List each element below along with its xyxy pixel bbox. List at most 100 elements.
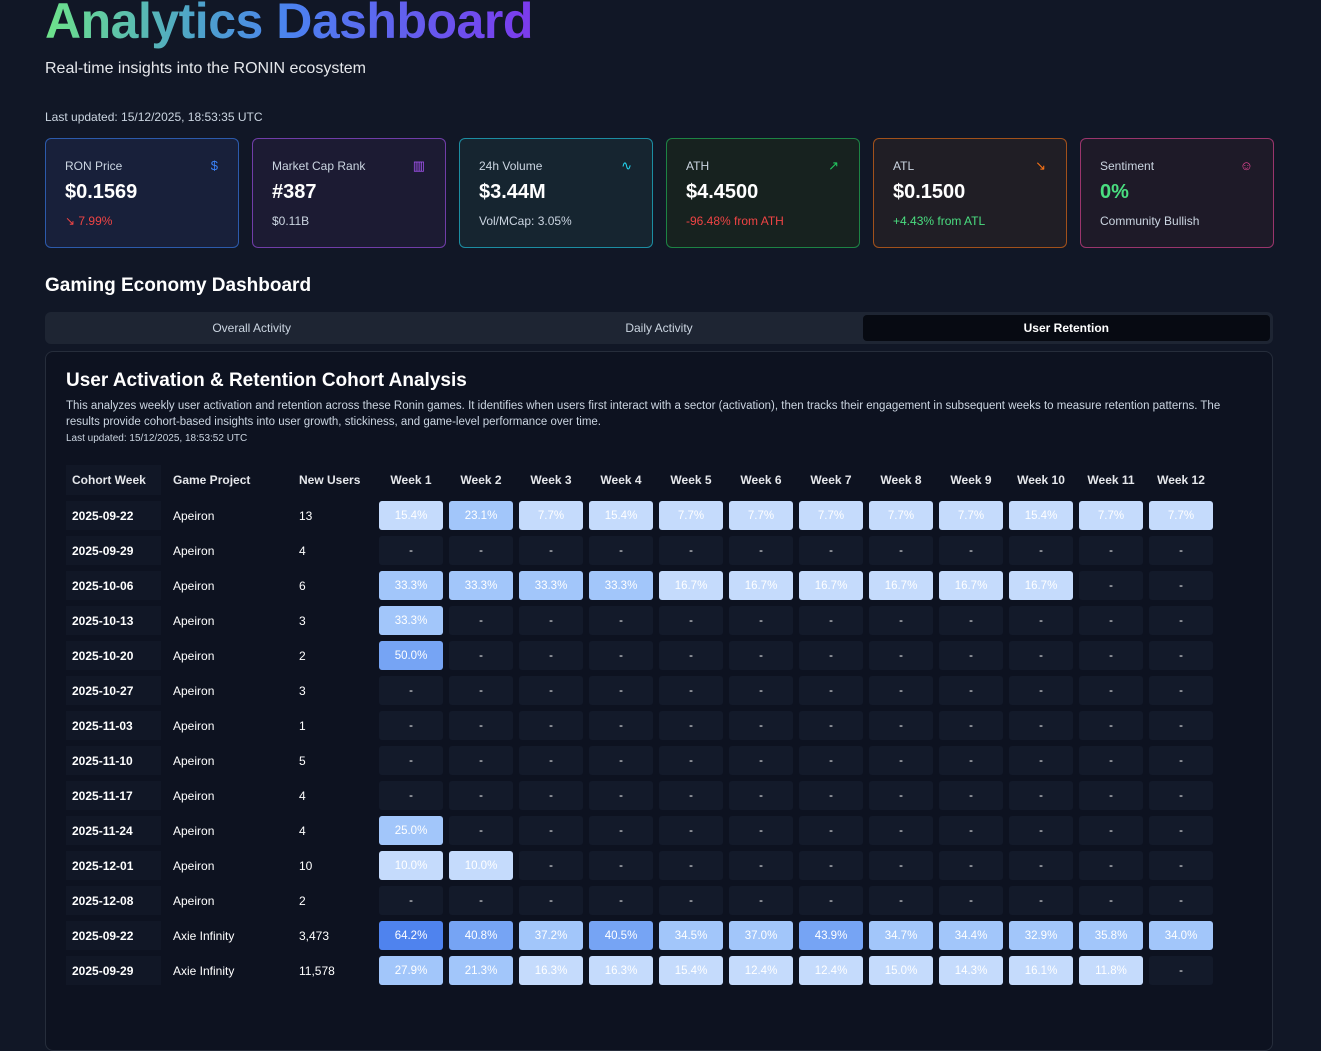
trending-down-icon: ↘ — [1035, 158, 1046, 173]
retention-cell: - — [799, 816, 863, 845]
retention-cell: - — [729, 711, 793, 740]
retention-cell: - — [729, 851, 793, 880]
retention-cell: - — [799, 746, 863, 775]
retention-cell: 12.4% — [799, 956, 863, 985]
retention-cell: - — [659, 536, 723, 565]
retention-cell: - — [1009, 676, 1073, 705]
table-row: 2025-11-03 Apeiron 1- - - - - - - - - - - - — [66, 711, 1213, 740]
retention-cell: - — [659, 676, 723, 705]
column-header: Week 12 — [1157, 473, 1205, 487]
retention-cell: - — [869, 886, 933, 915]
table-row: 2025-12-01 Apeiron 10 10.0% 10.0% - - - - - - - - - - — [66, 851, 1213, 880]
retention-cell: - — [869, 606, 933, 635]
cohort-week: 2025-11-03 — [66, 711, 161, 740]
table-row: 2025-10-06 Apeiron 6 33.3% 33.3% 33.3% 33.3% 16… — [66, 571, 1213, 600]
new-users: 10 — [299, 858, 313, 873]
retention-cell: - — [449, 676, 513, 705]
retention-cell: 64.2% — [379, 921, 443, 950]
tab-overall-activity[interactable]: Overall Activity — [212, 321, 291, 335]
game-project: Apeiron — [173, 683, 215, 698]
stat-card-ath: ATH $4.4500 -96.48% from ATH ↗ — [666, 138, 860, 248]
retention-cell: - — [1079, 606, 1143, 635]
retention-cell: - — [379, 536, 443, 565]
retention-cell: - — [1009, 606, 1073, 635]
retention-cell: - — [1079, 536, 1143, 565]
column-header: Week 2 — [460, 473, 502, 487]
table-row: 2025-10-27 Apeiron 3- - - - - - - - - - - - — [66, 676, 1213, 705]
retention-cell: 34.4% — [939, 921, 1003, 950]
stat-card-market-cap-rank: Market Cap Rank #387 $0.11B ▥ — [252, 138, 446, 248]
card-label: Market Cap Rank — [272, 159, 366, 173]
retention-cell: - — [939, 641, 1003, 670]
column-header: Week 5 — [670, 473, 712, 487]
retention-cell: - — [939, 606, 1003, 635]
retention-cell: 32.9% — [1009, 921, 1073, 950]
smile-icon: ☺ — [1239, 158, 1253, 173]
retention-cell: - — [729, 641, 793, 670]
cohort-week: 2025-09-29 — [66, 956, 161, 985]
retention-cell: 15.4% — [1009, 501, 1073, 530]
retention-cell: - — [799, 851, 863, 880]
table-row: 2025-10-13 Apeiron 3 33.3% - - - - - - - - - - - — [66, 606, 1213, 635]
panel-last-updated: Last updated: 15/12/2025, 18:53:52 UTC — [66, 433, 248, 444]
retention-cell: - — [589, 536, 653, 565]
retention-cell: - — [449, 781, 513, 810]
column-header: New Users — [299, 473, 361, 487]
trending-up-icon: ↗ — [828, 158, 839, 173]
retention-cell: - — [449, 886, 513, 915]
retention-cell: - — [589, 886, 653, 915]
column-header: Week 7 — [810, 473, 852, 487]
new-users: 13 — [299, 508, 313, 523]
retention-cell: - — [1149, 816, 1213, 845]
game-project: Axie Infinity — [173, 963, 235, 978]
retention-cell: - — [519, 536, 583, 565]
game-project: Apeiron — [173, 858, 215, 873]
retention-cell: - — [449, 711, 513, 740]
table-row: 2025-09-29 Apeiron 4- - - - - - - - - - - - — [66, 536, 1213, 565]
retention-cell: - — [939, 676, 1003, 705]
retention-cell: - — [1149, 781, 1213, 810]
table-row: 2025-09-29 Axie Infinity 11,578 27.9% 21.3% 1… — [66, 956, 1213, 985]
tab-user-retention[interactable]: User Retention — [862, 315, 1270, 341]
cohort-week: 2025-09-29 — [66, 536, 161, 565]
retention-cell: - — [449, 606, 513, 635]
column-header: Cohort Week — [66, 465, 161, 495]
retention-cell: 16.7% — [869, 571, 933, 600]
retention-cell: - — [869, 536, 933, 565]
retention-cell: - — [799, 886, 863, 915]
retention-cell: - — [589, 711, 653, 740]
retention-cell: - — [799, 536, 863, 565]
retention-cell: - — [729, 746, 793, 775]
retention-cell: - — [659, 851, 723, 880]
retention-cell: 34.5% — [659, 921, 723, 950]
tab-daily-activity[interactable]: Daily Activity — [625, 321, 693, 335]
stat-cards: RON Price $0.1569 ↘ 7.99% $ Market Cap Ra… — [45, 138, 1274, 248]
retention-cell: - — [799, 676, 863, 705]
new-users: 3,473 — [299, 928, 330, 943]
column-header: Week 3 — [530, 473, 572, 487]
column-header: Game Project — [173, 473, 251, 487]
retention-cell: - — [379, 781, 443, 810]
retention-cell: - — [519, 816, 583, 845]
retention-cell: - — [1079, 711, 1143, 740]
retention-cell: 16.7% — [939, 571, 1003, 600]
retention-cell: - — [939, 536, 1003, 565]
retention-cell: - — [1079, 746, 1143, 775]
card-label: RON Price — [65, 159, 123, 173]
retention-cell: - — [1149, 606, 1213, 635]
retention-cell: - — [869, 816, 933, 845]
retention-cell: - — [1009, 536, 1073, 565]
retention-cell: - — [589, 851, 653, 880]
section-title: Gaming Economy Dashboard — [45, 275, 312, 296]
game-project: Apeiron — [173, 508, 215, 523]
retention-cell: - — [519, 606, 583, 635]
card-subtext: -96.48% from ATH — [686, 214, 784, 228]
stat-card-sentiment: Sentiment 0% Community Bullish ☺ — [1080, 138, 1274, 248]
retention-cell: 15.4% — [589, 501, 653, 530]
game-project: Axie Infinity — [173, 928, 235, 943]
retention-cell: 16.7% — [729, 571, 793, 600]
page-title: Analytics Dashboard — [45, 0, 533, 50]
panel-title: User Activation & Retention Cohort Analy… — [66, 370, 467, 391]
retention-cell: - — [1149, 711, 1213, 740]
card-value: $0.1569 — [65, 181, 138, 203]
